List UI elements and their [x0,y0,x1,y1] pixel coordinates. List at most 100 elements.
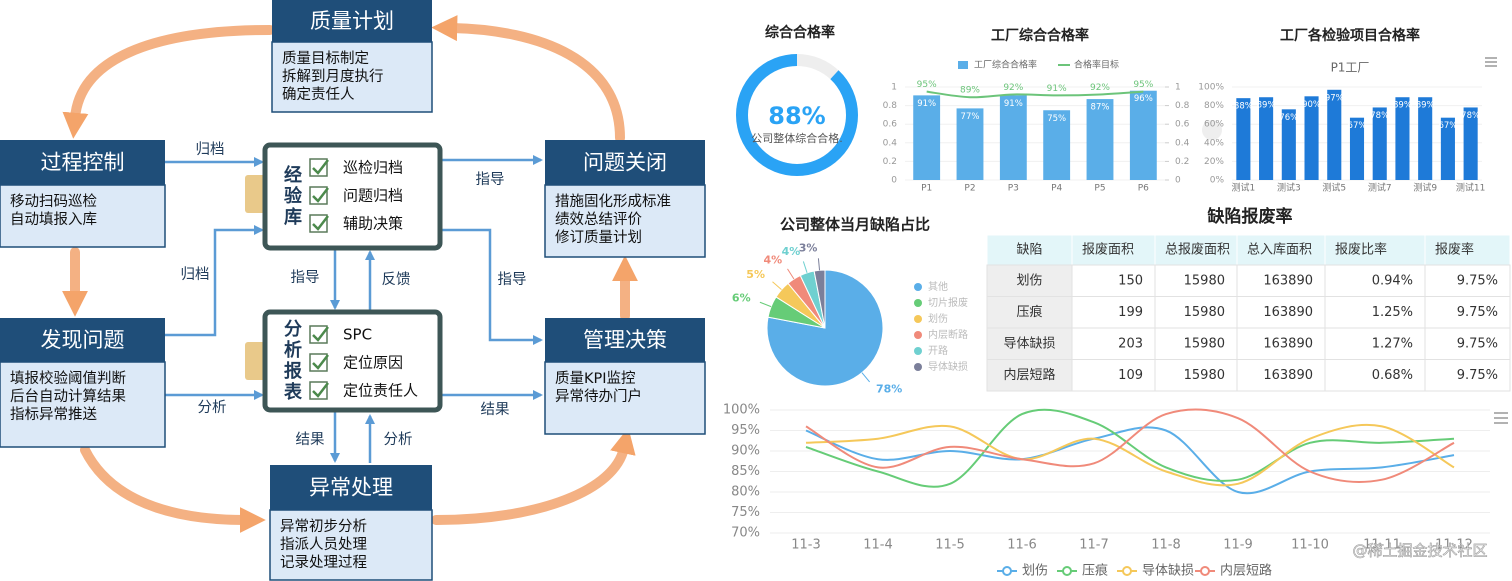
chart-title: 工厂各检验项目合格率 [1280,27,1420,44]
header-text: 报废率 [1435,242,1474,258]
legend-marker [914,363,922,371]
gauge-subtitle: 公司整体综合合格. [751,131,843,145]
cell [986,359,1073,392]
arrow-label: 结果 [481,401,510,418]
bar-label: 78% [1370,111,1389,121]
cell [1071,359,1156,392]
y-tick-label: 90% [731,444,760,459]
cell [1324,327,1426,360]
legend-label: 切片报废 [928,296,968,309]
box-body [0,361,166,448]
bar [1440,117,1455,180]
pie-label: 4% [782,245,801,258]
box-line: 质量KPI监控 [555,370,636,387]
bar [1086,99,1114,180]
x-tick-label: 测试5 [1322,182,1346,194]
x-tick-label: P3 [1008,184,1019,194]
box-body [269,509,433,581]
cell-text: 150 [1118,273,1143,288]
pie-label: 78% [876,383,902,396]
target-line [926,90,1144,99]
pie-leader [787,268,795,280]
header-text: 总报废面积 [1165,242,1230,258]
bar-label: 89% [1416,101,1435,111]
y-tick-label: 0% [1210,176,1225,186]
legend-marker [958,61,968,69]
bar-label: 76% [1279,113,1298,123]
checkbox [309,158,328,177]
hub [262,309,443,413]
cell-text: 0.68% [1372,368,1413,383]
bar-label: 89% [1393,101,1412,111]
x-tick-label: 11-3 [791,538,821,553]
hub-title: 分析报表 [281,319,302,403]
cell [1324,296,1426,329]
check [312,159,329,175]
y-tick-label: 95% [731,423,760,438]
checkbox [309,214,328,233]
legend-label: 划伤 [928,312,948,325]
bar [999,95,1027,180]
legend-marker [1062,566,1072,576]
bar-label: 88% [1234,102,1253,112]
hub [262,142,443,251]
line-label: 91% [1047,84,1067,94]
checkbox [309,381,328,400]
y-tick-label: 80% [731,485,760,500]
bar-label: 78% [1461,111,1480,121]
line-label: 92% [1090,83,1110,93]
cell-text: 9.75% [1457,305,1498,320]
legend-marker [914,315,922,323]
x-tick-label: P4 [1051,184,1062,194]
pie-label: 6% [732,292,751,305]
legend-label: 压痕 [1082,563,1108,579]
cell [1154,296,1238,329]
y-tick-label: 0.8 [883,101,898,111]
menu-icon [1485,57,1497,67]
header-text: 总入库面积 [1247,242,1312,258]
box-body [0,184,166,248]
cell [986,327,1073,360]
box-body [271,41,433,113]
bar [1418,97,1433,180]
bar-label: 89% [1257,101,1276,111]
cell [1071,264,1156,297]
y-tick-label: 75% [731,505,760,520]
bar [1043,110,1071,180]
cell-text: 163890 [1263,368,1313,383]
line-label: 89% [960,86,980,96]
pie-leader [759,301,772,308]
cell [1236,359,1326,392]
cell-text: 1.25% [1372,305,1413,320]
bar [913,95,941,180]
bar-label: 75% [1047,114,1066,124]
bar [1236,98,1251,180]
y-tick-label: 20% [1204,157,1224,167]
cell [1154,359,1238,392]
arrow-label: 指导 [498,271,527,288]
x-tick-label: 11-5 [935,538,965,553]
box-title: 过程控制 [41,151,125,175]
chart-title: 工厂综合合格率 [991,27,1089,44]
checkbox [309,353,328,372]
bar [956,108,984,180]
box-line: 修订质量计划 [555,229,642,246]
legend-label: 合格率目标 [1074,59,1119,71]
box-line: 绩效总结评价 [555,211,642,228]
legend-marker [914,283,922,291]
hub-item: 辅助决策 [343,215,403,233]
arrow-label: 分析 [198,399,227,416]
flow-arrow [165,225,264,337]
y-tick-label: 100% [723,403,760,418]
cell [1324,359,1426,392]
arrow-label: 结果 [296,431,325,448]
bar-label: 90% [1302,100,1321,110]
cell-text: 163890 [1263,305,1313,320]
y-tick-label: 60% [1204,120,1224,130]
x-tick-label: 测试7 [1368,182,1392,194]
bar [1349,117,1365,180]
legend-label: 工厂综合合格率 [974,59,1037,71]
pie-label: 3% [799,241,818,254]
